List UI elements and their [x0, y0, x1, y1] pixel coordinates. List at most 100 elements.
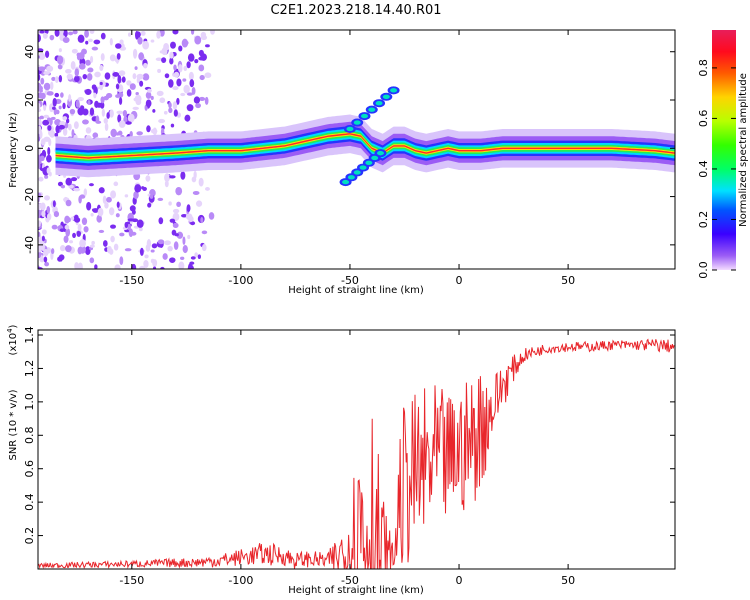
spectrogram-cell: [69, 240, 74, 244]
spectrogram-cell: [52, 106, 56, 110]
spectrogram-feature-core: [371, 155, 379, 161]
spectrogram-cell: [164, 180, 169, 188]
spectrogram-cell: [44, 195, 50, 201]
spectrogram-cell: [77, 107, 85, 116]
spectrogram-cell: [133, 191, 139, 200]
spectrogram-cell: [172, 30, 179, 35]
spectrogram-cell: [38, 33, 41, 43]
spectrogram-cell: [62, 127, 68, 136]
spectrogram-cell: [186, 104, 194, 112]
spectrogram-cell: [60, 184, 66, 189]
spectrogram-cell: [113, 181, 119, 187]
spectrogram-cell: [85, 62, 91, 66]
spectrogram-cell: [79, 239, 86, 248]
spectrogram-cell: [86, 73, 93, 81]
spectrogram-cell: [129, 205, 136, 212]
spectrogram-cell: [38, 52, 46, 61]
spectrogram-cell: [59, 228, 65, 232]
spectrogram-cell: [193, 96, 201, 104]
spectrogram-cell: [128, 228, 134, 238]
spectrogram-cell: [136, 73, 144, 80]
spectrogram-cell: [49, 81, 54, 90]
spectrogram-cell: [89, 244, 95, 248]
spectrogram-cell: [77, 223, 82, 232]
spectrogram-cell: [49, 117, 53, 126]
spectrogram-cell: [180, 256, 185, 261]
spectrogram-cell: [172, 86, 179, 91]
spectrogram-cell: [208, 212, 215, 220]
spectrogram-cell: [58, 124, 65, 130]
spectrogram-cell: [190, 30, 195, 35]
spectrogram-cell: [184, 114, 191, 122]
spectrogram-cell: [65, 118, 70, 124]
spectrogram-cell: [144, 254, 149, 259]
spectrogram-feature-core: [353, 170, 361, 175]
spectrogram-cell: [58, 105, 62, 110]
spectrogram-cell: [41, 210, 46, 218]
spectrogram-cell: [44, 261, 50, 267]
spectrogram-cell: [127, 223, 131, 231]
spectrogram-y-label: Frequency (Hz): [8, 112, 19, 188]
spectrogram-cell: [54, 132, 59, 137]
snr-y-tick-label: 1.0: [23, 393, 36, 411]
spectrogram-cell: [126, 80, 132, 86]
spectrogram-cell: [115, 43, 122, 49]
spectrogram-cell: [46, 91, 54, 96]
snr-series-line: [38, 338, 675, 569]
spectrogram-x-label: Height of straight line (km): [288, 285, 424, 296]
snr-y-tick-label: 0.8: [23, 427, 36, 445]
spectrogram-frame: [37, 29, 676, 270]
spectrogram-cell: [53, 210, 60, 218]
spectrogram-cell: [96, 102, 103, 108]
spectrogram-cell: [43, 104, 47, 111]
spectrogram-cell: [169, 257, 176, 263]
spectrogram-cell: [60, 92, 64, 98]
spectrogram-cell: [65, 227, 71, 237]
colorbar-tick-label: 0.6: [697, 110, 710, 128]
spectrogram-cell: [139, 265, 146, 269]
spectrogram-cell: [188, 71, 194, 81]
spectrogram-cell: [91, 208, 97, 212]
spectrogram-cell: [38, 156, 42, 162]
spectrogram-cell: [99, 64, 104, 71]
spectrogram-cell: [169, 57, 174, 65]
spectrogram-cell: [58, 64, 62, 70]
spectrogram-cell: [187, 264, 194, 269]
spectrogram-cell: [194, 35, 202, 45]
spectrogram-cell: [88, 183, 94, 187]
spectrogram-cell: [145, 99, 152, 108]
spectrogram-cell: [190, 256, 196, 260]
spectrogram-cell: [73, 121, 79, 129]
spectrogram-cell: [139, 247, 144, 256]
spectrogram-cell: [66, 73, 73, 80]
spectrogram-cell: [176, 231, 184, 239]
spectrogram-cell: [47, 125, 52, 131]
spectrogram-cell: [44, 174, 49, 179]
spectrogram-cell: [200, 35, 208, 41]
spectrogram-cell: [85, 127, 92, 134]
spectrogram-cell: [174, 233, 179, 237]
spectrogram-cell: [90, 213, 94, 217]
spectrogram-cell: [143, 62, 148, 69]
spectrogram-feature-core: [376, 150, 384, 156]
spectrogram-cell: [50, 248, 55, 255]
spectrogram-cell: [75, 99, 80, 108]
spectrogram-cell: [62, 102, 66, 110]
spectrogram-cell: [74, 68, 80, 77]
spectrogram-cell: [135, 30, 139, 40]
spectrogram-feature-core: [347, 175, 355, 180]
spectrogram-cell: [139, 80, 144, 87]
spectrogram-cell: [132, 106, 139, 110]
spectrogram-cell: [124, 194, 129, 198]
snr-y-tick-label: 1.2: [23, 360, 36, 378]
spectrogram-cell: [93, 39, 101, 45]
spectrogram-cell: [164, 240, 172, 246]
spectrogram-cell: [150, 39, 155, 43]
spectrogram-cell: [38, 102, 41, 110]
spectrogram-cell: [169, 218, 176, 223]
spectrogram-cell: [119, 232, 125, 237]
spectrogram-cell: [43, 71, 50, 76]
spectrogram-cell: [182, 245, 188, 254]
spectrogram-cell: [194, 252, 198, 258]
spectrogram-cell: [189, 79, 195, 88]
